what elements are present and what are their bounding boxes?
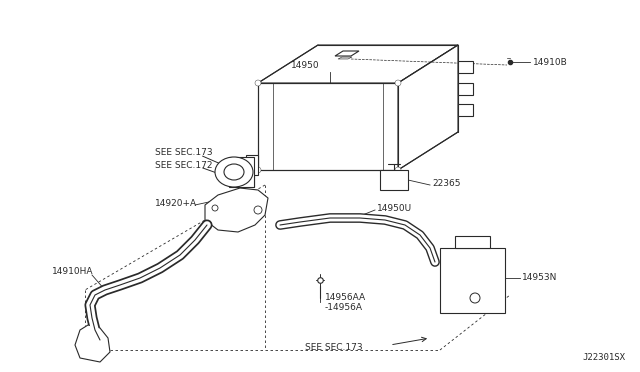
Text: 14956AA: 14956AA <box>325 294 366 302</box>
Text: 14910HA: 14910HA <box>52 267 93 276</box>
Polygon shape <box>258 45 458 83</box>
Polygon shape <box>398 45 458 170</box>
Text: SEE SEC.172: SEE SEC.172 <box>155 160 212 170</box>
Polygon shape <box>338 57 352 59</box>
Circle shape <box>254 206 262 214</box>
Text: 14953N: 14953N <box>522 273 557 282</box>
Text: 14910B: 14910B <box>533 58 568 67</box>
Polygon shape <box>75 325 110 362</box>
Polygon shape <box>246 155 258 175</box>
Polygon shape <box>380 170 408 190</box>
Polygon shape <box>455 236 490 248</box>
Circle shape <box>255 80 261 86</box>
Polygon shape <box>458 83 473 94</box>
Circle shape <box>255 167 261 173</box>
Polygon shape <box>258 83 398 170</box>
Text: -14956A: -14956A <box>325 304 363 312</box>
Polygon shape <box>205 188 268 232</box>
Circle shape <box>395 80 401 86</box>
Circle shape <box>470 293 480 303</box>
Circle shape <box>395 167 401 173</box>
Polygon shape <box>458 104 473 116</box>
Text: 14920+A: 14920+A <box>155 199 197 208</box>
Circle shape <box>212 205 218 211</box>
Text: J22301SX: J22301SX <box>582 353 625 362</box>
Text: 14950U: 14950U <box>377 203 412 212</box>
Text: SEE SEC.173: SEE SEC.173 <box>305 343 363 353</box>
Text: 22365: 22365 <box>432 179 461 187</box>
Polygon shape <box>458 61 473 73</box>
Polygon shape <box>229 157 254 187</box>
Polygon shape <box>335 51 359 56</box>
Text: 14950: 14950 <box>291 61 319 70</box>
Text: SEE SEC.173: SEE SEC.173 <box>155 148 212 157</box>
Ellipse shape <box>224 164 244 180</box>
Polygon shape <box>440 248 505 313</box>
Ellipse shape <box>215 157 253 187</box>
